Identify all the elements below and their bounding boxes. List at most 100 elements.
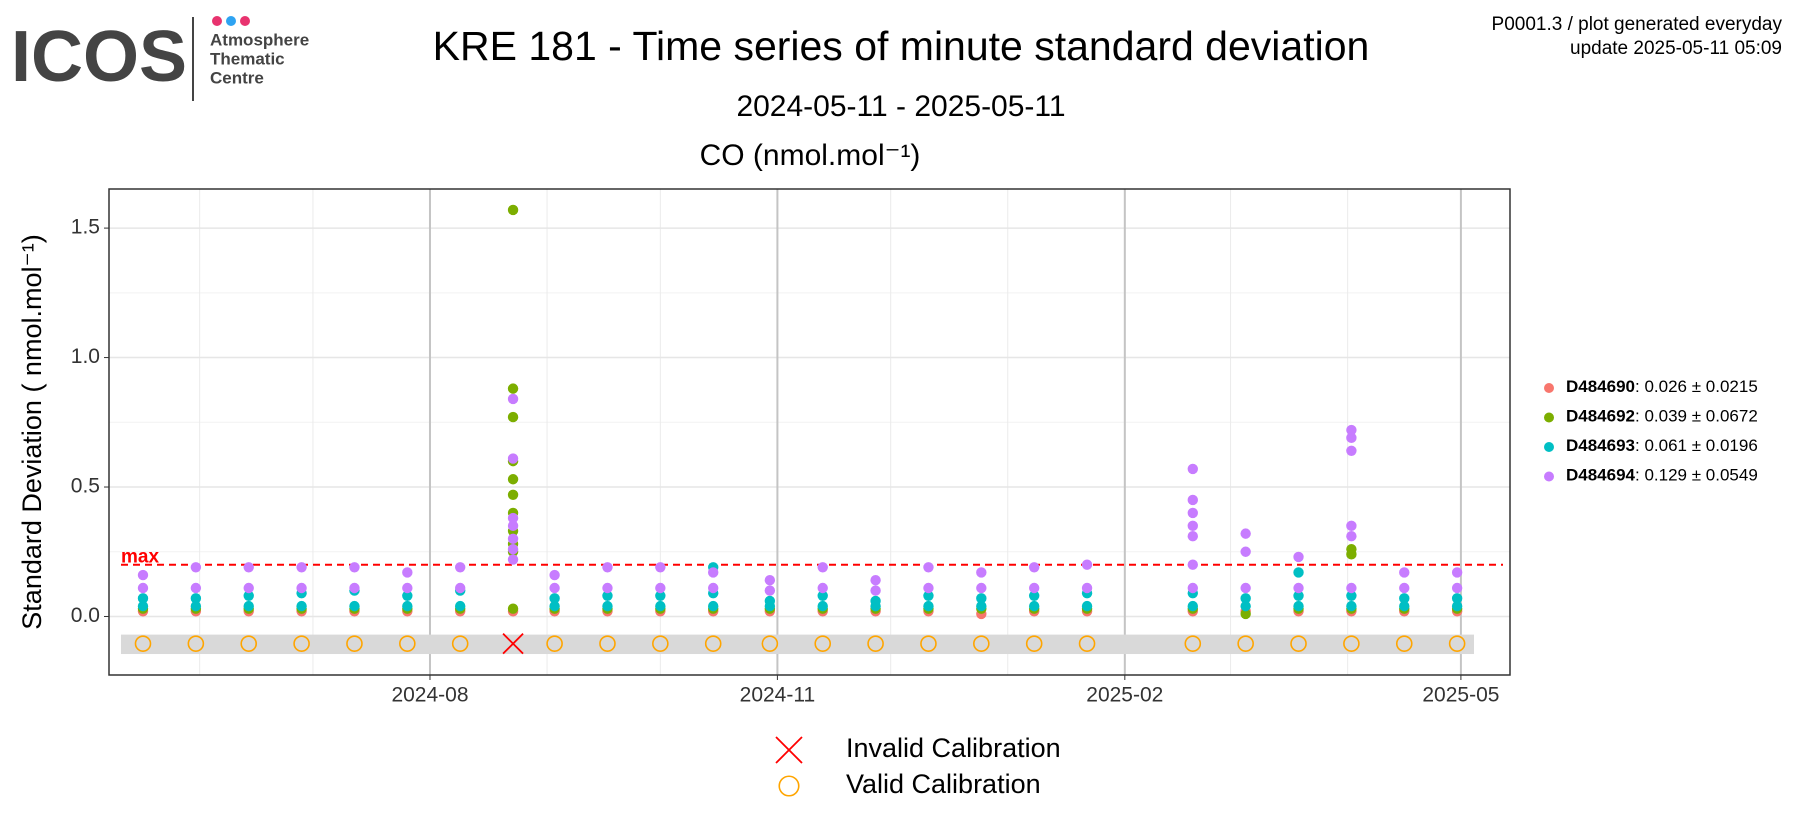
data-point <box>817 590 828 601</box>
legend-name: D484693 <box>1566 436 1635 455</box>
panel-border <box>108 188 1511 676</box>
data-point <box>349 562 360 573</box>
data-point <box>655 590 666 601</box>
legend-label: D484692: 0.039 ± 0.0672 <box>1566 407 1758 426</box>
legend-stats: : 0.039 ± 0.0672 <box>1635 407 1758 426</box>
data-point <box>976 582 987 594</box>
data-point <box>817 582 828 594</box>
x-tick-label: 2024-11 <box>740 684 816 707</box>
data-point <box>1293 582 1304 594</box>
data-point <box>1081 582 1093 594</box>
data-point <box>296 582 307 594</box>
panel-background <box>109 189 1510 675</box>
legend-swatch <box>1544 383 1554 393</box>
data-point <box>549 593 560 604</box>
data-point <box>1028 582 1040 594</box>
marker-stroke <box>775 736 803 764</box>
data-point <box>137 582 149 594</box>
data-point <box>1240 608 1251 620</box>
data-point <box>1346 445 1357 456</box>
data-point <box>507 393 519 405</box>
data-point <box>976 600 987 612</box>
data-point <box>549 600 560 612</box>
y-tick-label: 1.5 <box>71 216 100 239</box>
data-point <box>1451 567 1463 578</box>
calibration-marker <box>1290 635 1307 652</box>
legend-label: D484694: 0.129 ± 0.0549 <box>1566 466 1758 485</box>
calibration-marker <box>546 635 563 652</box>
data-point <box>507 554 519 565</box>
calibration-marker <box>761 635 779 652</box>
legend-swatch <box>1544 412 1554 423</box>
calibration-marker <box>240 635 258 652</box>
data-point <box>296 600 307 612</box>
data-point <box>1081 600 1093 612</box>
data-point <box>923 590 934 601</box>
data-point <box>764 575 776 586</box>
data-point <box>1399 567 1410 578</box>
data-point <box>1028 562 1040 573</box>
data-point <box>870 575 881 586</box>
calibration-marker <box>134 635 152 652</box>
data-point <box>708 600 719 612</box>
data-point <box>1187 520 1198 532</box>
data-point <box>708 582 719 594</box>
data-point <box>507 489 519 500</box>
info: update 2025-05-11 05:09 <box>1570 38 1782 59</box>
data-point <box>1451 593 1463 604</box>
data-point <box>870 595 881 607</box>
data-point <box>1399 600 1410 612</box>
data-point <box>507 543 519 555</box>
data-point <box>602 562 613 573</box>
data-point <box>349 582 360 594</box>
data-point <box>1028 590 1040 601</box>
legend-stats: : 0.026 ± 0.0215 <box>1635 377 1758 396</box>
x-tick-label: 2024-08 <box>391 684 468 707</box>
data-point <box>137 593 149 604</box>
data-point <box>190 600 202 612</box>
calibration-marker <box>867 635 884 652</box>
data-point <box>549 569 560 581</box>
data-point <box>1346 432 1357 444</box>
data-point <box>1399 582 1410 594</box>
data-point <box>1187 559 1198 570</box>
chart-subtitle: 2024-05-11 - 2025-05-11 <box>736 90 1065 123</box>
data-point <box>817 600 828 612</box>
info: P0001.3 / plot generated everyday <box>1492 14 1783 35</box>
data-point <box>190 562 202 573</box>
calibration-marker <box>1448 635 1466 652</box>
data-point <box>1293 590 1304 601</box>
calibration-marker <box>346 635 363 652</box>
data-point <box>1081 559 1093 570</box>
data-point <box>243 562 254 573</box>
data-point <box>602 590 613 601</box>
logo-dot <box>240 16 250 26</box>
data-point <box>923 600 934 612</box>
data-point <box>655 582 666 594</box>
data-point <box>1451 582 1463 594</box>
calibration-marker <box>1237 635 1254 652</box>
legend-stats: : 0.061 ± 0.0196 <box>1635 436 1758 455</box>
calibration-marker <box>652 635 669 652</box>
x-tick-label: 2025-05 <box>1422 684 1499 707</box>
data-point <box>602 600 613 612</box>
legend-label: D484693: 0.061 ± 0.0196 <box>1566 436 1758 455</box>
data-point <box>1187 494 1198 506</box>
data-point <box>1240 582 1251 594</box>
data-point <box>1346 590 1357 601</box>
legend-name: D484690 <box>1566 377 1635 396</box>
calibration-marker <box>1343 635 1360 652</box>
data-point <box>243 590 254 601</box>
data-point <box>1346 549 1357 560</box>
data-point <box>507 603 519 614</box>
data-point <box>764 585 776 596</box>
calibration-legend-label: Valid Calibration <box>846 769 1041 799</box>
logo-dot <box>226 16 236 26</box>
legend-swatch <box>1544 442 1554 452</box>
data-point <box>602 582 613 594</box>
calibration-marker <box>775 736 803 764</box>
calibration-marker <box>502 633 524 655</box>
calibration-marker <box>704 635 722 652</box>
data-point <box>976 567 987 578</box>
